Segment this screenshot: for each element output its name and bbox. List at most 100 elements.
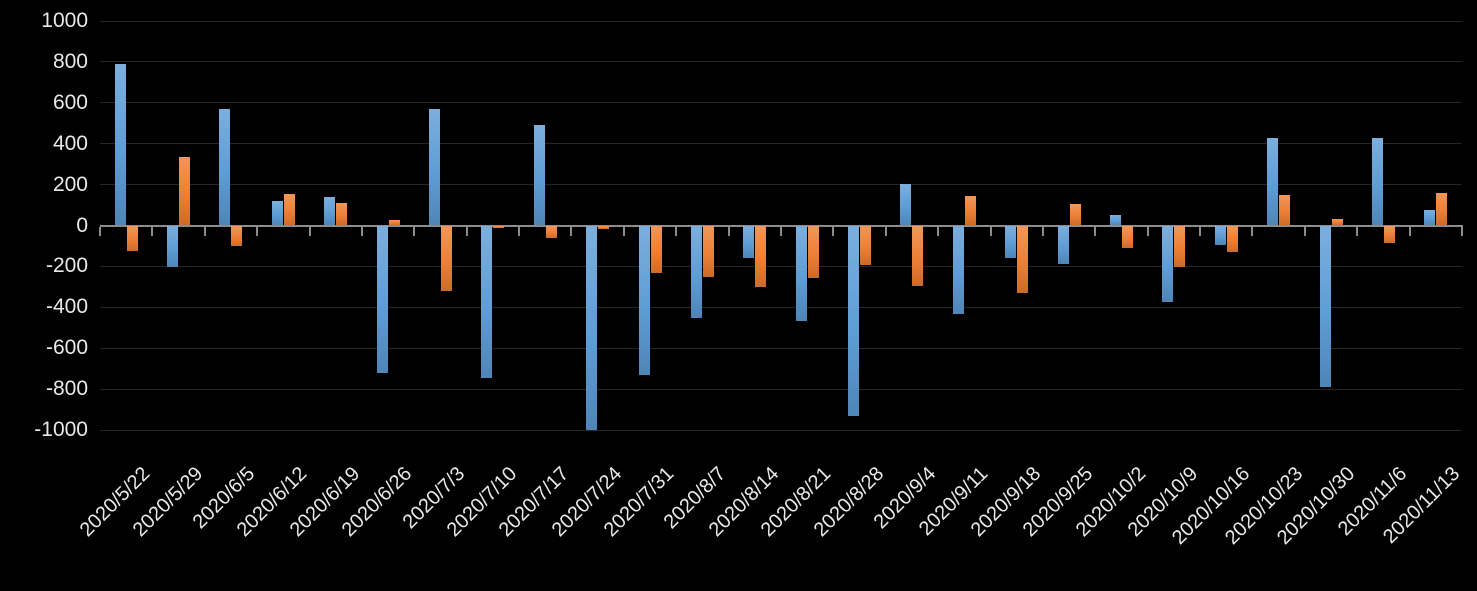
bar-series-2-2020/8/7 — [702, 225, 714, 277]
y-axis-label: 800 — [52, 49, 88, 73]
gridline — [100, 184, 1462, 186]
axis-tick — [1408, 226, 1411, 236]
axis-tick — [308, 226, 311, 236]
bar-series-2-2020/9/25 — [1069, 204, 1081, 226]
bar-series-2-2020/6/5 — [231, 225, 243, 246]
bar-series-1-2020/6/26 — [376, 225, 388, 373]
axis-tick — [989, 226, 992, 236]
axis-tick — [360, 226, 363, 236]
bar-series-1-2020/9/4 — [900, 183, 912, 226]
bar-series-2-2020/8/14 — [755, 225, 767, 287]
bar-series-1-2020/8/28 — [848, 225, 860, 416]
axis-tick — [937, 226, 940, 236]
bar-series-2-2020/7/10 — [493, 225, 505, 228]
bar-series-2-2020/6/26 — [388, 220, 400, 226]
axis-tick — [465, 226, 468, 236]
bar-series-1-2020/10/23 — [1267, 137, 1279, 226]
bar-series-2-2020/5/22 — [126, 225, 138, 252]
bar-series-2-2020/9/11 — [964, 195, 976, 226]
y-axis-label: 400 — [52, 131, 88, 155]
bar-series-2-2020/9/18 — [1017, 225, 1029, 293]
bar-series-1-2020/11/6 — [1371, 137, 1383, 226]
axis-tick — [151, 226, 154, 236]
gridline — [100, 143, 1462, 145]
axis-tick — [1251, 226, 1254, 236]
bar-series-2-2020/8/21 — [807, 225, 819, 278]
bar-series-2-2020/8/28 — [860, 225, 872, 266]
bar-series-2-2020/6/19 — [336, 203, 348, 226]
bar-series-2-2020/11/6 — [1383, 225, 1395, 243]
axis-tick — [518, 226, 521, 236]
bar-series-1-2020/7/17 — [533, 125, 545, 226]
axis-tick — [1199, 226, 1202, 236]
bar-series-1-2020/6/5 — [219, 108, 231, 226]
axis-tick — [1303, 226, 1306, 236]
y-axis-label: 200 — [52, 172, 88, 196]
gridline — [100, 429, 1462, 431]
axis-tick — [675, 226, 678, 236]
bar-series-1-2020/7/3 — [429, 108, 440, 226]
y-axis-label: -400 — [45, 295, 88, 319]
bar-series-2-2020/7/24 — [598, 225, 610, 229]
gridline — [100, 20, 1462, 22]
gridline — [100, 306, 1462, 308]
y-axis-label: -1000 — [34, 418, 88, 441]
y-axis-label: 600 — [52, 90, 88, 114]
y-axis-label: -200 — [45, 254, 88, 278]
axis-tick — [884, 226, 887, 236]
y-axis-label: -600 — [45, 336, 88, 360]
bar-series-2-2020/10/30 — [1331, 219, 1343, 226]
x-axis-line — [100, 224, 1463, 227]
gridline — [100, 388, 1462, 390]
bar-series-1-2020/10/9 — [1162, 225, 1174, 303]
bar-series-2-2020/7/17 — [545, 225, 557, 238]
y-axis-label: -800 — [45, 377, 88, 401]
bar-series-1-2020/6/19 — [324, 196, 336, 226]
bar-series-1-2020/10/16 — [1214, 225, 1226, 245]
bar-series-2-2020/7/31 — [650, 225, 662, 273]
axis-tick — [570, 226, 573, 236]
bar-series-1-2020/6/12 — [271, 200, 283, 226]
bar-series-2-2020/7/3 — [441, 225, 452, 291]
axis-tick — [413, 226, 416, 236]
bar-series-2-2020/11/13 — [1436, 192, 1448, 226]
bar-series-1-2020/11/13 — [1424, 210, 1436, 226]
axis-tick — [622, 226, 625, 236]
bar-series-1-2020/5/29 — [167, 225, 179, 268]
bar-series-1-2020/9/18 — [1005, 225, 1017, 259]
bar-series-2-2020/10/16 — [1226, 225, 1238, 253]
bar-series-2-2020/10/2 — [1122, 225, 1133, 248]
gridline — [100, 265, 1462, 267]
bar-series-1-2020/10/2 — [1110, 215, 1121, 226]
y-axis-label: 0 — [76, 213, 88, 237]
bar-series-1-2020/9/11 — [952, 225, 964, 315]
axis-tick — [1461, 226, 1463, 236]
bar-series-1-2020/10/30 — [1319, 225, 1331, 388]
y-axis-label: 1000 — [41, 9, 88, 32]
axis-tick — [256, 226, 259, 236]
bar-series-1-2020/8/7 — [690, 225, 702, 318]
bar-series-1-2020/7/10 — [481, 225, 493, 378]
gridline — [100, 61, 1462, 63]
bar-series-1-2020/8/14 — [743, 225, 755, 259]
axis-tick — [1356, 226, 1359, 236]
bar-series-2-2020/10/9 — [1174, 225, 1186, 268]
axis-tick — [1146, 226, 1149, 236]
bar-series-2-2020/5/29 — [179, 156, 191, 226]
axis-tick — [1041, 226, 1044, 236]
axis-tick — [1094, 226, 1097, 236]
bar-series-1-2020/7/31 — [638, 225, 650, 375]
axis-tick — [203, 226, 206, 236]
bar-series-1-2020/8/21 — [795, 225, 807, 321]
axis-tick — [727, 226, 730, 236]
gridline — [100, 102, 1462, 104]
bar-series-2-2020/6/12 — [283, 193, 295, 226]
axis-tick — [832, 226, 835, 236]
bar-series-1-2020/5/22 — [114, 63, 126, 226]
bar-series-1-2020/9/25 — [1057, 225, 1069, 265]
axis-tick — [780, 226, 782, 236]
gridline — [100, 347, 1462, 349]
bar-series-2-2020/9/4 — [912, 225, 924, 286]
axis-tick — [99, 226, 101, 236]
